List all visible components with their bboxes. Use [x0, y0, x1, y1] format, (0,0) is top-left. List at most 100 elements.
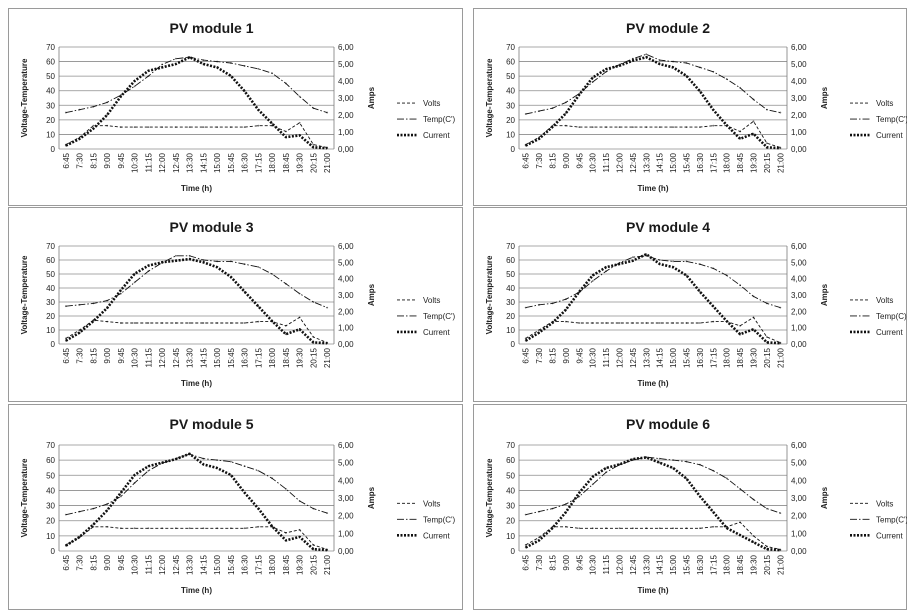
data-point [524, 113, 527, 115]
chart-panel-1: PV module 1 0 10 20 30 40 50 60 70 0,00 1,00 2,00 3,… [8, 8, 463, 206]
chart-svg-1: PV module 1 0 10 20 30 40 50 60 70 0,00 1,00 2,00 3,… [20, 20, 456, 193]
x-tick-label: 9:00 [562, 347, 571, 363]
data-point [202, 259, 205, 261]
data-point [712, 305, 715, 308]
data-point [92, 127, 95, 130]
y-tick-label: 10 [46, 130, 55, 139]
chart-title: PV module 6 [626, 416, 710, 432]
x-tick-label: 12:00 [616, 152, 625, 173]
x-tick-label: 21:00 [776, 347, 785, 368]
y-tick-label: 0 [511, 547, 516, 556]
data-point [133, 272, 136, 275]
data-point [685, 126, 688, 129]
y-tick-label: 60 [506, 256, 515, 265]
x-tick-label: 19:30 [750, 554, 759, 575]
data-point [202, 527, 205, 530]
x-tick-label: 9:00 [103, 347, 112, 363]
data-point [538, 329, 540, 331]
data-point [739, 130, 741, 133]
chart-title: PV module 3 [169, 219, 253, 235]
data-point [147, 69, 150, 72]
data-point [229, 322, 232, 324]
legend-label: Current [423, 531, 450, 540]
legend-label: Temp(C) [876, 312, 907, 321]
y2-tick-label: 3,00 [791, 291, 807, 300]
legend-label: Volts [423, 99, 440, 108]
legend-label: Volts [423, 499, 440, 508]
data-point [551, 107, 554, 110]
x-tick-label: 10:30 [589, 152, 598, 173]
y-tick-label: 30 [506, 502, 515, 511]
data-point [565, 124, 567, 127]
data-point [524, 546, 527, 549]
data-point [565, 320, 567, 323]
x-tick-label: 15:45 [227, 347, 236, 368]
series-line-2 [525, 456, 781, 516]
data-point [202, 126, 205, 129]
data-point [538, 539, 540, 542]
data-point [257, 507, 260, 510]
data-point [284, 539, 287, 542]
data-point [161, 66, 164, 69]
data-point [658, 59, 661, 62]
data-point [766, 341, 768, 344]
y-tick-label: 70 [46, 43, 55, 52]
data-point [147, 469, 150, 472]
data-point [578, 290, 581, 293]
x-tick-label: 19:30 [296, 554, 305, 575]
data-point [578, 322, 581, 324]
x-tick-label: 13:30 [186, 347, 195, 368]
data-point [229, 276, 232, 278]
x-tick-label: 20:15 [763, 152, 772, 173]
data-point [565, 503, 567, 505]
data-point [78, 535, 81, 538]
data-point [133, 85, 136, 88]
y-tick-label: 20 [46, 312, 55, 321]
x-tick-label: 16:30 [241, 347, 250, 368]
data-point [133, 481, 136, 484]
x-tick-label: 13:30 [642, 152, 651, 173]
data-point [92, 507, 95, 510]
data-point [565, 298, 567, 301]
data-point [284, 282, 287, 285]
data-point [257, 109, 260, 111]
y2-tick-label: 2,00 [338, 111, 354, 120]
data-point [257, 67, 260, 70]
y2-tick-label: 4,00 [791, 275, 807, 284]
data-point [672, 260, 674, 263]
data-point [174, 259, 177, 262]
y-tick-label: 30 [46, 298, 55, 307]
y-tick-label: 70 [46, 441, 55, 450]
x-tick-label: 12:45 [172, 554, 181, 575]
data-point [632, 322, 634, 324]
y2-axis-title: Amps [367, 86, 376, 109]
data-point [202, 457, 205, 460]
data-point [188, 56, 191, 59]
data-point [147, 126, 150, 129]
x-tick-label: 18:00 [723, 347, 732, 368]
x-tick-label: 15:00 [669, 347, 678, 368]
data-point [551, 126, 554, 128]
x-axis-title: Time (h) [638, 184, 669, 193]
data-point [658, 263, 661, 265]
data-point [243, 465, 246, 468]
data-point [578, 126, 581, 129]
data-point [779, 549, 782, 552]
data-point [632, 59, 634, 62]
legend-label: Current [876, 328, 903, 337]
data-point [257, 124, 260, 127]
data-point [216, 126, 219, 129]
data-point [605, 270, 607, 273]
data-point [712, 267, 715, 270]
data-point [257, 266, 260, 268]
data-point [216, 322, 219, 324]
data-point [551, 321, 554, 324]
x-tick-label: 10:30 [131, 152, 140, 173]
x-tick-label: 11:15 [144, 152, 153, 172]
y2-tick-label: 3,00 [338, 94, 354, 103]
y-tick-label: 20 [46, 517, 55, 526]
data-point [766, 548, 768, 551]
data-point [257, 525, 260, 528]
x-tick-label: 18:45 [736, 152, 745, 173]
data-point [538, 303, 540, 306]
